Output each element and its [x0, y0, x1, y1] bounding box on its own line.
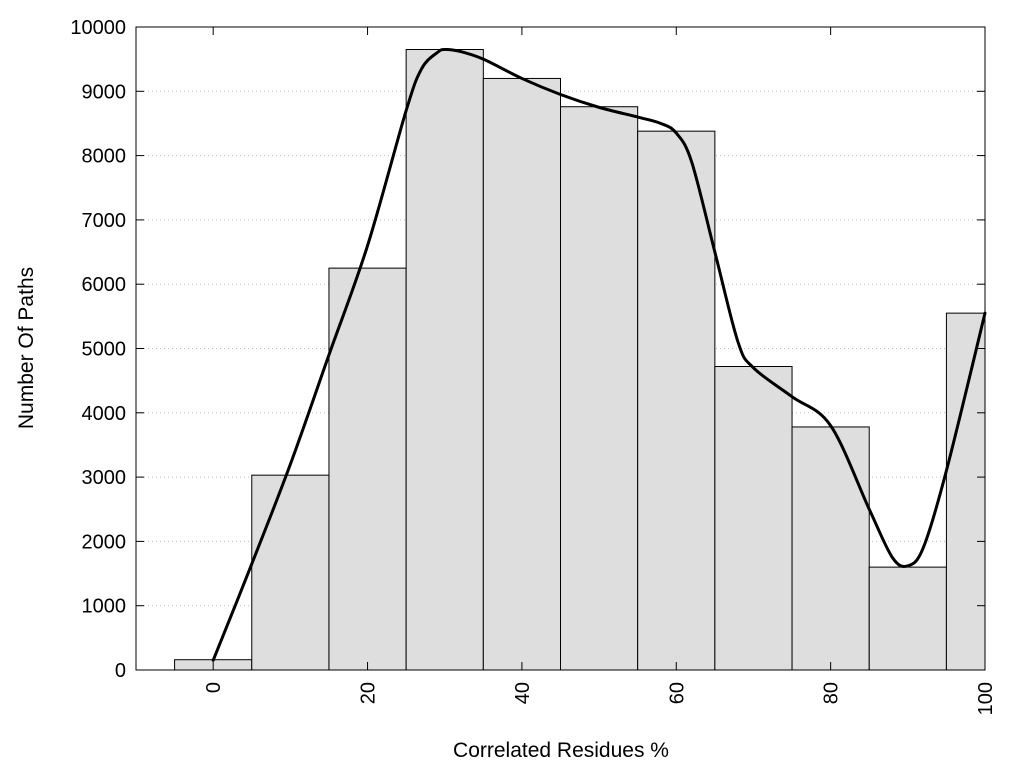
density-curve-line: [211, 47, 987, 662]
y-tick-label: 8000: [82, 146, 127, 168]
y-axis-ticks: 0 1000 2000 3000 4000 5000 6000 7000 8000 9000 100…: [70, 17, 985, 682]
y-tick-label: 1000: [82, 596, 127, 618]
y-axis-title: Number Of Paths: [15, 267, 38, 429]
x-axis-title: Correlated Residues %: [453, 739, 669, 762]
x-tick-label: 100: [975, 682, 997, 715]
x-tick-label: 40: [512, 682, 534, 704]
y-tick-label: 10000: [70, 17, 126, 39]
y-tick-label: 7000: [82, 210, 127, 232]
histogram-bar: [945, 312, 986, 671]
histogram-bar: [637, 130, 716, 671]
histogram-bar: [791, 426, 870, 671]
histogram-bar: [714, 366, 793, 671]
y-tick-label: 9000: [82, 81, 127, 103]
histogram-bar: [251, 474, 330, 671]
density-curve: [211, 47, 987, 662]
x-axis-ticks: 0 20 40 60 80 100: [203, 27, 997, 715]
x-tick-label: 60: [666, 682, 688, 704]
y-tick-label: 3000: [82, 467, 127, 489]
x-tick-label: 80: [821, 682, 843, 704]
y-tick-label: 4000: [82, 403, 127, 425]
histogram-bar: [482, 77, 561, 671]
histogram-bar: [405, 49, 484, 671]
histogram-bar: [560, 106, 639, 671]
histogram-bars: [174, 49, 986, 671]
y-tick-label: 5000: [82, 339, 127, 361]
y-tick-label: 0: [115, 660, 126, 682]
histogram-bar: [328, 267, 407, 671]
histogram-bar: [868, 566, 947, 671]
y-tick-label: 6000: [82, 274, 127, 296]
x-tick-label: 0: [203, 682, 225, 693]
y-tick-label: 2000: [82, 531, 127, 553]
x-tick-label: 20: [358, 682, 380, 704]
